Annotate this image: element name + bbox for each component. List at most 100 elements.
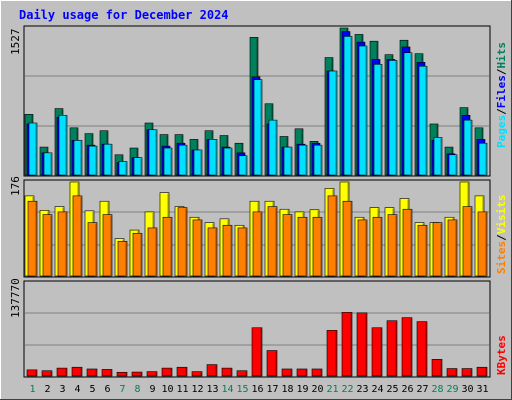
bar-pages-day-13-fill	[208, 139, 218, 176]
bar-pages-day-16-fill	[253, 79, 263, 176]
legend-visits: Visits	[495, 195, 508, 235]
bar-kbytes-day-28	[431, 359, 443, 377]
bar-kbytes-day-24-shade	[380, 328, 382, 376]
bar-kbytes-day-13-fill	[206, 364, 218, 377]
bars-hits-files-pages	[24, 27, 488, 176]
bar-sites-day-10-shade	[170, 218, 172, 276]
bar-kbytes-day-1	[26, 369, 38, 377]
day-label-19: 19	[296, 384, 308, 395]
bar-kbytes-day-20-shade	[320, 369, 322, 376]
bar-sites-day-29-shade	[455, 220, 457, 276]
bar-kbytes-day-7-fill	[116, 371, 128, 377]
bar-kbytes-day-18-fill	[281, 368, 293, 377]
bar-pages-day-28	[433, 137, 443, 176]
bar-kbytes-day-26-shade	[410, 318, 412, 376]
bar-pages-day-24-fill	[373, 63, 383, 176]
day-label-30: 30	[461, 384, 473, 395]
bar-sites-day-31-shade	[485, 212, 487, 276]
bar-pages-day-21-shade	[335, 72, 337, 175]
bar-pages-day-8-shade	[140, 158, 142, 175]
bar-kbytes-day-15-fill	[236, 370, 248, 377]
bar-kbytes-day-3	[56, 367, 68, 377]
ymax-label-top: 1527	[9, 29, 22, 56]
bar-sites-day-7	[117, 240, 128, 277]
bar-pages-day-13-shade	[215, 140, 217, 175]
bar-pages-day-22	[343, 36, 353, 176]
bar-pages-day-15	[238, 155, 248, 176]
bar-pages-day-25	[388, 60, 398, 176]
bar-sites-day-14-fill	[222, 224, 233, 277]
day-label-26: 26	[401, 384, 413, 395]
bar-sites-day-25	[387, 214, 398, 277]
bar-kbytes-day-22-fill	[341, 312, 353, 377]
bar-sites-day-17-fill	[267, 206, 278, 277]
bar-sites-day-18-fill	[282, 214, 293, 277]
bar-pages-day-10-fill	[163, 147, 173, 176]
bar-sites-day-24-shade	[380, 218, 382, 276]
bar-sites-day-8-shade	[140, 234, 142, 276]
bar-kbytes-day-16-fill	[251, 327, 263, 377]
bar-pages-day-4-fill	[73, 140, 83, 176]
bar-kbytes-day-13-shade	[215, 365, 217, 376]
bar-kbytes-day-14-fill	[221, 367, 233, 377]
bar-kbytes-day-1-shade	[35, 370, 37, 376]
bar-kbytes-day-29-shade	[455, 369, 457, 376]
bar-sites-day-6	[102, 214, 113, 277]
bar-sites-day-15-shade	[245, 228, 247, 276]
bar-kbytes-day-3-fill	[56, 367, 68, 377]
bar-pages-day-1-fill	[28, 122, 38, 176]
bar-kbytes-day-11-fill	[176, 366, 188, 377]
bar-kbytes-day-11	[176, 366, 188, 377]
bar-kbytes-day-12	[191, 371, 203, 377]
bar-kbytes-day-23-shade	[365, 313, 367, 376]
bar-sites-day-16	[252, 211, 263, 277]
bar-pages-day-6	[103, 143, 113, 176]
bar-sites-day-26	[402, 208, 413, 277]
panel-hits-files-pages: 1527 Pages/Files/Hits	[9, 25, 508, 177]
bar-sites-day-31-fill	[477, 211, 488, 277]
day-label-2: 2	[44, 384, 50, 395]
bar-sites-day-21-shade	[335, 196, 337, 276]
legend-files: Files	[495, 75, 508, 108]
bar-kbytes-day-20	[311, 368, 323, 377]
day-label-9: 9	[149, 384, 155, 395]
bar-sites-day-12-fill	[192, 219, 203, 277]
bar-sites-day-4-fill	[72, 195, 83, 277]
bar-sites-day-20-fill	[312, 216, 323, 277]
day-label-12: 12	[191, 384, 203, 395]
x-axis-day-labels: 1 2 3 4 5 6 7 8 9 10 11 12 13 14 15 16 17 18 19 20 21 22 23 24 2…	[29, 384, 488, 395]
bar-pages-day-7-fill	[118, 161, 128, 176]
bar-sites-day-26-fill	[402, 208, 413, 277]
bar-sites-day-9	[147, 227, 158, 277]
bar-pages-day-2-shade	[50, 153, 52, 175]
bar-pages-day-23-shade	[365, 47, 367, 175]
bar-kbytes-day-17	[266, 350, 278, 377]
day-label-18: 18	[281, 384, 293, 395]
bar-kbytes-day-28-shade	[440, 360, 442, 376]
legend-sites-visits: Sites/Visits	[495, 195, 508, 275]
day-label-13: 13	[206, 384, 218, 395]
bar-kbytes-day-8-shade	[140, 373, 142, 376]
bar-sites-day-7-fill	[117, 240, 128, 277]
bar-pages-day-19-fill	[298, 144, 308, 176]
chart-title: Daily usage for December 2024	[19, 8, 229, 22]
bar-sites-day-6-shade	[110, 215, 112, 276]
bar-sites-day-5	[87, 222, 98, 277]
day-label-21: 21	[326, 384, 338, 395]
bar-sites-day-15	[237, 227, 248, 277]
bar-pages-day-7	[118, 161, 128, 176]
bar-sites-day-7-shade	[125, 242, 127, 276]
bar-kbytes-day-9-shade	[155, 372, 157, 376]
bar-sites-day-21-fill	[327, 195, 338, 277]
bar-kbytes-day-3-shade	[65, 369, 67, 376]
bar-pages-day-3-shade	[65, 116, 67, 175]
legend-middle: Sites/Visits	[495, 195, 508, 275]
bar-pages-day-31	[478, 142, 488, 176]
bar-pages-day-30-fill	[463, 119, 473, 176]
bar-sites-day-12-shade	[200, 220, 202, 276]
bar-pages-day-22-fill	[343, 36, 353, 176]
bar-sites-day-8	[132, 232, 143, 277]
bar-kbytes-day-31	[476, 366, 488, 377]
bar-sites-day-11-shade	[185, 208, 187, 276]
bar-pages-day-14-shade	[230, 149, 232, 175]
